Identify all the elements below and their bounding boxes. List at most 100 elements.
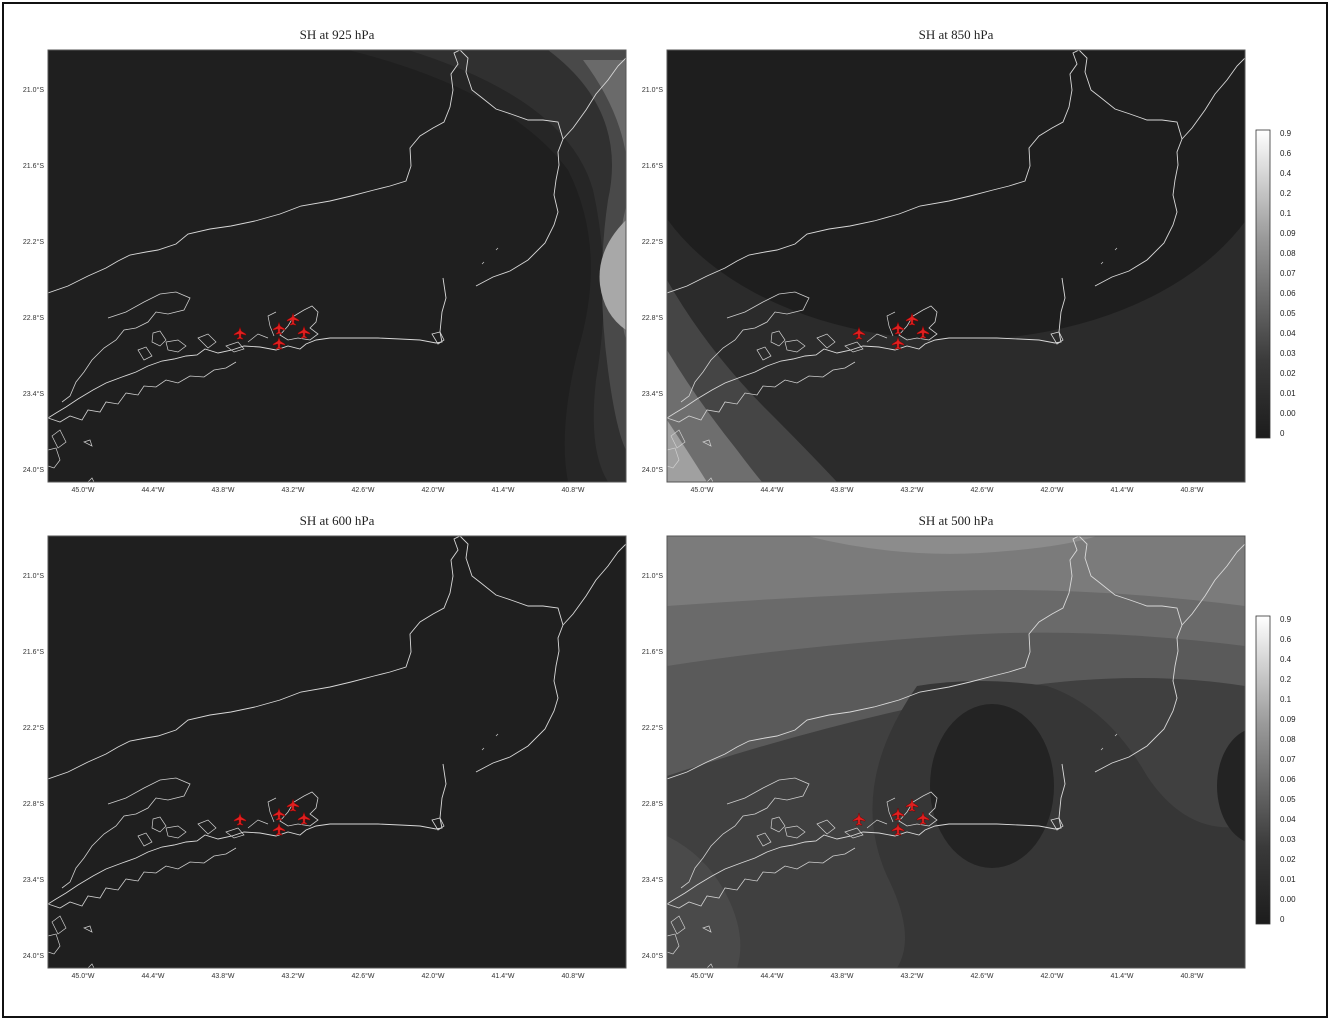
lat-tick-label: 23.4°S <box>642 876 663 884</box>
lat-tick-label: 22.2°S <box>642 724 663 732</box>
lon-tick-label: 42.6°W <box>970 486 993 494</box>
colorbar-tick-label: 0.4 <box>1280 655 1292 664</box>
colorbar-tick-label: 0.6 <box>1280 149 1292 158</box>
map-panel-925 <box>47 49 627 483</box>
colorbar-tick-label: 0.01 <box>1280 389 1296 398</box>
colorbar-tick-label: 0.07 <box>1280 755 1296 764</box>
colorbar-tick-label: 0 <box>1280 915 1285 924</box>
lon-tick-label: 44.4°W <box>141 972 164 980</box>
lon-tick-label: 43.8°W <box>830 972 853 980</box>
colorbar-tick-label: 0.06 <box>1280 289 1296 298</box>
colorbar-tick-label: 0.4 <box>1280 169 1292 178</box>
colorbar-tick-label: 0.01 <box>1280 875 1296 884</box>
contour-band <box>667 350 762 482</box>
axis-ticks: 21.0°S 21.6°S 22.2°S 22.8°S 23.4°S 24.0°S 45.0… <box>23 86 1204 980</box>
lon-tick-label: 42.6°W <box>351 486 374 494</box>
lat-tick-label: 24.0°S <box>642 466 663 474</box>
colorbar-tick-label: 0.06 <box>1280 775 1296 784</box>
colorbar-top: 0.9 0.6 0.4 0.2 0.1 0.09 0.08 0.07 0.06 0.05 0.04 0… <box>1255 129 1296 439</box>
colorbar-tick-label: 0.05 <box>1280 309 1296 318</box>
lon-tick-label: 42.0°W <box>421 486 444 494</box>
lat-tick-label: 24.0°S <box>23 466 44 474</box>
lat-tick-label: 21.6°S <box>23 162 44 170</box>
map-panel-850 <box>666 49 1246 483</box>
field-background <box>48 536 626 968</box>
colorbar-tick-label: 0.9 <box>1280 615 1292 624</box>
panel-title-925: SH at 925 hPa <box>299 27 375 42</box>
lat-tick-label: 21.0°S <box>642 86 663 94</box>
lat-tick-label: 21.6°S <box>642 162 663 170</box>
colorbar-tick-label: 0.09 <box>1280 715 1296 724</box>
lon-tick-label: 43.2°W <box>281 972 304 980</box>
lon-tick-label: 43.8°W <box>211 972 234 980</box>
colorbar-tick-label: 0.09 <box>1280 229 1296 238</box>
lon-tick-label: 43.8°W <box>211 486 234 494</box>
lat-tick-label: 21.0°S <box>23 572 44 580</box>
contour-band <box>548 50 626 450</box>
colorbar-tick-label: 0.04 <box>1280 329 1296 338</box>
lat-tick-label: 22.8°S <box>23 314 44 322</box>
lon-tick-label: 41.4°W <box>1110 486 1133 494</box>
colorbar-tick-label: 0.00 <box>1280 409 1296 418</box>
lat-tick-label: 21.6°S <box>23 648 44 656</box>
lat-tick-label: 22.2°S <box>23 724 44 732</box>
lat-tick-label: 23.4°S <box>642 390 663 398</box>
lat-tick-label: 23.4°S <box>23 390 44 398</box>
colorbar-tick-label: 0.05 <box>1280 795 1296 804</box>
lon-tick-label: 41.4°W <box>491 486 514 494</box>
contour-band <box>930 704 1054 868</box>
lat-tick-label: 22.8°S <box>642 314 663 322</box>
lon-tick-label: 43.2°W <box>281 486 304 494</box>
contour-band <box>667 536 1245 606</box>
contour-band <box>807 536 1097 554</box>
contour-band <box>667 420 707 482</box>
colorbar-tick-label: 0.08 <box>1280 249 1296 258</box>
lon-tick-label: 42.6°W <box>970 972 993 980</box>
colorbar-tick-label: 0.00 <box>1280 895 1296 904</box>
colorbar-tick-label: 0.04 <box>1280 815 1296 824</box>
lat-tick-label: 21.0°S <box>23 86 44 94</box>
colorbar-tick-label: 0.6 <box>1280 635 1292 644</box>
lon-tick-label: 44.4°W <box>760 486 783 494</box>
lat-tick-label: 22.8°S <box>642 800 663 808</box>
colorbar-tick-label: 0.03 <box>1280 835 1296 844</box>
map-panel-600 <box>47 535 627 969</box>
lon-tick-label: 40.8°W <box>561 972 584 980</box>
lon-tick-label: 45.0°W <box>690 972 713 980</box>
colorbar-tick-label: 0.03 <box>1280 349 1296 358</box>
colorbar-tick-label: 0.02 <box>1280 855 1296 864</box>
map-panel-500 <box>666 535 1246 969</box>
colorbar-bottom: 0.9 0.6 0.4 0.2 0.1 0.09 0.08 0.07 0.06 0.05 0.04 0… <box>1255 615 1296 925</box>
lat-tick-label: 21.0°S <box>642 572 663 580</box>
lon-tick-label: 43.2°W <box>900 972 923 980</box>
lat-tick-label: 24.0°S <box>23 952 44 960</box>
lon-tick-label: 42.0°W <box>1040 486 1063 494</box>
colorbar-tick-label: 0.2 <box>1280 675 1292 684</box>
lon-tick-label: 41.4°W <box>491 972 514 980</box>
lat-tick-label: 22.2°S <box>642 238 663 246</box>
lon-tick-label: 43.8°W <box>830 486 853 494</box>
contour-band <box>599 220 626 330</box>
lon-tick-label: 45.0°W <box>71 486 94 494</box>
lon-tick-label: 45.0°W <box>690 486 713 494</box>
lon-tick-label: 44.4°W <box>760 972 783 980</box>
lon-tick-label: 40.8°W <box>561 486 584 494</box>
colorbar-tick-label: 0.02 <box>1280 369 1296 378</box>
lon-tick-label: 43.2°W <box>900 486 923 494</box>
panel-title-850: SH at 850 hPa <box>918 27 994 42</box>
contour-band <box>1217 730 1245 842</box>
lat-tick-label: 22.2°S <box>23 238 44 246</box>
panel-title-500: SH at 500 hPa <box>918 513 994 528</box>
contour-band <box>667 50 1245 340</box>
lon-tick-label: 41.4°W <box>1110 972 1133 980</box>
colorbar-tick-label: 0 <box>1280 429 1285 438</box>
lon-tick-label: 42.0°W <box>421 972 444 980</box>
lat-tick-label: 24.0°S <box>642 952 663 960</box>
colorbar-tick-label: 0.9 <box>1280 129 1292 138</box>
lon-tick-label: 45.0°W <box>71 972 94 980</box>
lat-tick-label: 21.6°S <box>642 648 663 656</box>
colorbar-tick-label: 0.1 <box>1280 209 1292 218</box>
lat-tick-label: 23.4°S <box>23 876 44 884</box>
lon-tick-label: 42.0°W <box>1040 972 1063 980</box>
